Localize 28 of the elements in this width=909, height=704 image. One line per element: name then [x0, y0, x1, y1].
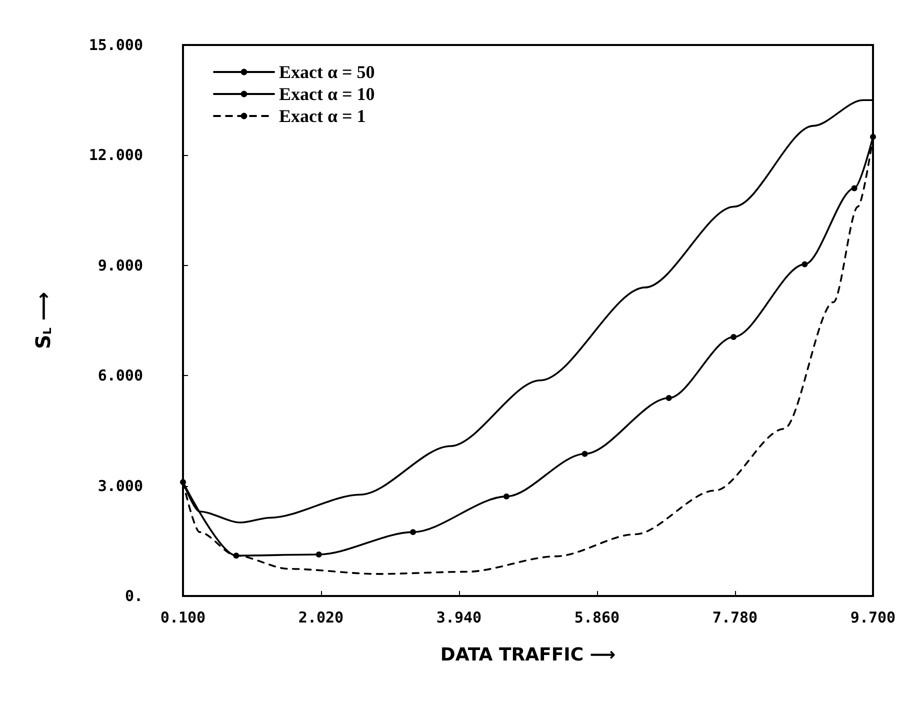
y-tick-label: 0. — [124, 587, 143, 605]
point — [802, 261, 808, 268]
y-tick-label: 12.000 — [88, 146, 143, 164]
y-tick-label: 6.000 — [98, 366, 143, 385]
x-tick-label: 0.100 — [160, 608, 206, 626]
y-axis-title: SL ⟶ — [31, 292, 55, 350]
point — [410, 529, 416, 536]
x-tick-label: 3.940 — [436, 608, 482, 626]
x-axis-title: DATA TRAFFIC ⟶ — [440, 644, 616, 666]
x-tick-label: 5.860 — [574, 608, 620, 626]
x-tick-label: 9.700 — [850, 608, 896, 626]
legend-label: Exact α = 50 — [279, 62, 375, 82]
point — [233, 552, 240, 559]
y-tick-label: 9.000 — [98, 256, 143, 274]
y-tick-label: 15.000 — [88, 36, 143, 54]
x-tick-label: 2.020 — [298, 608, 344, 626]
legend-label: Exact α = 1 — [279, 106, 366, 126]
point — [851, 185, 858, 192]
point — [503, 493, 510, 500]
point — [730, 334, 737, 340]
point — [180, 479, 186, 486]
legend-label: Exact α = 10 — [279, 84, 375, 104]
point — [316, 551, 322, 558]
x-tick-label: 7.780 — [712, 608, 758, 626]
point — [666, 395, 672, 402]
point — [870, 134, 876, 140]
point — [582, 450, 588, 457]
y-tick-label: 3.000 — [98, 476, 143, 495]
